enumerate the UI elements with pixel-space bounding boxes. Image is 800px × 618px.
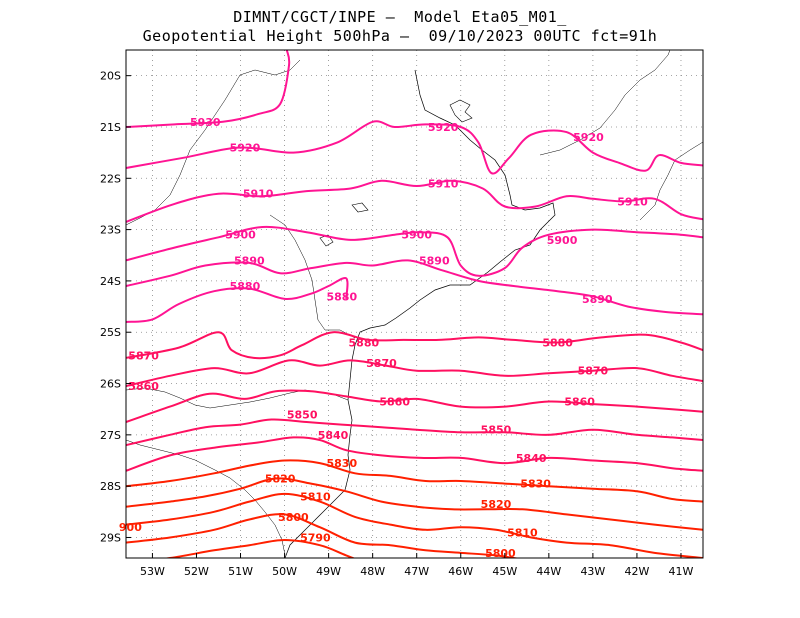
state-border [269,214,356,339]
contour-label: 5900 [225,229,256,242]
contour-label: 5810 [507,526,538,539]
contour-5830 [126,459,703,503]
contour-label: 5880 [542,336,573,349]
contour-label: 5850 [287,408,318,421]
lake [449,99,473,123]
contour-label: 5880 [327,290,358,303]
lat-tick-label: 21S [100,121,121,134]
contour-label: 5860 [379,395,410,408]
contour-label: 5880 [230,280,261,293]
contour-label: 5890 [582,293,613,306]
state-border [126,439,286,556]
lat-tick-label: 24S [100,275,121,288]
contour-label: 5860 [128,380,159,393]
lon-tick-label: 41W [669,565,694,578]
lon-tick-label: 42W [624,565,649,578]
lon-tick-label: 45W [492,565,517,578]
contour-label: 5790 [300,531,331,544]
lon-tick-label: 48W [360,565,385,578]
contour-label: 5810 [300,490,331,503]
contour-5880 [126,331,703,360]
contour-label: 5910 [428,177,459,190]
lon-tick-label: 44W [536,565,561,578]
lat-tick-label: 27S [100,429,121,442]
lat-tick-label: 20S [100,70,121,83]
contour-label: 5920 [230,141,261,154]
title-line-1: DIMNT/CGCT/INPE – Model Eta05_M01_ [233,8,567,26]
contour-label: 5870 [366,357,397,370]
lat-tick-label: 25S [100,326,121,339]
contour-5880 [126,276,349,323]
lon-tick-label: 52W [184,565,209,578]
lat-tick-label: 23S [100,224,121,237]
contour-label: 5800 [278,511,309,524]
contour-label: 5900 [401,229,432,242]
contour-5780 [241,565,360,578]
contour-5870 [126,359,703,388]
plot-frame [125,49,704,559]
contour-label: 5900 [547,234,578,247]
contour-label: 5930 [190,116,221,129]
contour-label: 5890 [234,254,265,267]
contour-label: 5870 [578,365,609,378]
contour-5800 [126,513,520,558]
contour-label: 5920 [428,121,459,134]
contour-label: 5910 [243,188,274,201]
contour-label: 5880 [349,336,380,349]
axis-ticks: 20S 21S 22S 23S 24S 25S 26S 27S 28S 29S 53W 52W 51W 5… [100,70,694,578]
contour-label: 5860 [564,395,595,408]
height-contours [126,50,703,578]
contour-5920 [126,120,703,175]
state-border [639,141,703,221]
lake [351,202,369,213]
lon-tick-label: 50W [272,565,297,578]
lon-tick-label: 53W [140,565,165,578]
contour-label: 5840 [318,429,349,442]
contour-5850 [126,418,703,447]
lat-tick-label: 29S [100,531,121,544]
lat-tick-label: 26S [100,378,121,391]
contour-5820 [126,477,703,531]
contour-label: 5910 [617,195,648,208]
lat-tick-label: 22S [100,172,121,185]
contour-label: 5830 [327,457,358,470]
lon-tick-label: 51W [228,565,253,578]
state-border [539,50,671,156]
contour-5790 [162,538,356,558]
coastline-shape [284,69,556,558]
contour-label: 5820 [265,472,296,485]
contour-label: 5840 [516,452,547,465]
contour-labels: 5930 5920 5920 5920 5910 5910 5910 5900 5900 5900… [119,116,648,560]
contour-5910 [126,179,703,223]
contour-5930 [126,50,291,128]
lon-tick-label: 47W [404,565,429,578]
contour-label: 5920 [573,131,604,144]
contour-label: 5850 [481,424,512,437]
contour-5890 [126,259,703,316]
contour-label: 900 [119,521,142,534]
contour-label: 5830 [520,478,551,491]
lon-tick-label: 49W [316,565,341,578]
contour-label: 5870 [128,349,159,362]
contour-label: 5820 [481,498,512,511]
contour-5860 [126,389,703,423]
contour-5840 [126,436,703,472]
lon-tick-label: 46W [448,565,473,578]
contour-5900 [126,225,703,277]
lon-tick-label: 43W [580,565,605,578]
contour-label: 5800 [485,547,516,560]
contour-5810 [126,492,703,558]
title-line-2: Geopotential Height 500hPa – 09/10/2023 … [142,27,658,45]
contour-label: 5890 [419,254,450,267]
lat-tick-label: 28S [100,480,121,493]
